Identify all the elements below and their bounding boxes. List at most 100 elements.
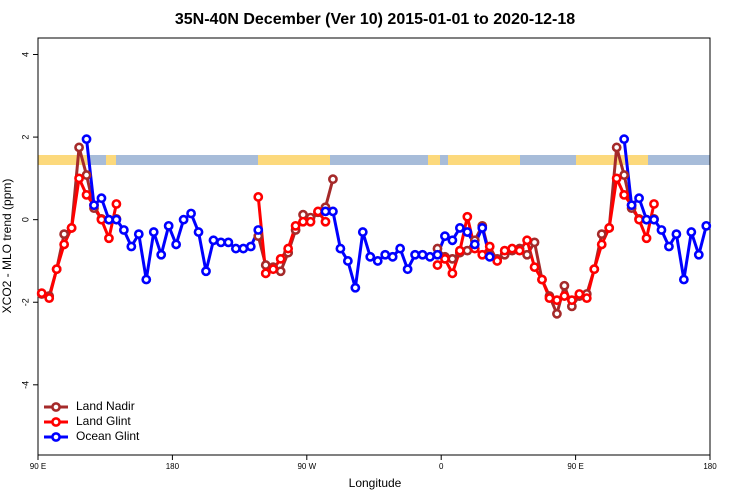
data-point — [447, 253, 458, 264]
data-point — [649, 199, 659, 209]
data-point — [365, 251, 376, 262]
data-point — [626, 200, 637, 211]
legend-marker — [51, 432, 61, 442]
data-point — [305, 216, 316, 227]
data-point — [74, 173, 84, 184]
data-point — [372, 256, 383, 266]
data-point — [89, 200, 99, 211]
data-point — [148, 227, 159, 237]
legend-marker — [51, 417, 61, 427]
data-point — [477, 223, 488, 233]
data-point — [671, 229, 682, 240]
data-point — [492, 256, 503, 266]
data-point — [634, 193, 644, 204]
data-point — [462, 227, 473, 237]
y-tick-label: -4 — [20, 381, 30, 389]
data-point — [357, 227, 368, 237]
legend-label: Land Nadir — [76, 399, 135, 413]
data-point — [74, 142, 84, 153]
data-point — [507, 243, 518, 254]
data-point — [552, 308, 562, 319]
data-point — [81, 189, 92, 200]
data-point — [469, 239, 480, 250]
data-point — [81, 134, 92, 145]
data-point — [96, 214, 107, 225]
data-point — [186, 208, 196, 219]
land-band — [576, 155, 648, 165]
data-point — [559, 291, 570, 301]
data-point — [432, 249, 443, 260]
data-point — [230, 243, 241, 254]
data-point — [544, 293, 555, 304]
data-point — [678, 274, 689, 285]
data-point — [320, 216, 331, 227]
data-point — [313, 206, 323, 217]
legend-marker — [51, 402, 61, 412]
data-point — [664, 241, 674, 252]
data-point — [402, 264, 413, 275]
y-axis-label: XCO2 - MLO trend (ppm) — [0, 179, 14, 314]
legend-label: Land Glint — [76, 414, 131, 428]
data-point — [260, 260, 271, 270]
data-point — [268, 264, 279, 275]
data-point — [462, 245, 473, 256]
ocean-band — [38, 155, 710, 165]
data-point — [514, 245, 525, 256]
data-point — [328, 174, 338, 185]
data-point — [701, 220, 712, 231]
data-point — [260, 268, 271, 279]
chart-title: 35N-40N December (Ver 10) 2015-01-01 to … — [175, 11, 575, 28]
x-tick-label: 180 — [703, 462, 717, 471]
land-band — [428, 155, 440, 165]
x-tick-label: 90 E — [30, 462, 46, 471]
land-band — [106, 155, 116, 165]
data-point — [36, 288, 47, 299]
land-band — [258, 155, 330, 165]
data-point — [104, 214, 114, 225]
y-tick-label: 2 — [20, 135, 30, 140]
x-tick-label: 90 W — [297, 462, 316, 471]
x-tick-label: 180 — [166, 462, 180, 471]
data-point — [522, 249, 532, 260]
data-point — [604, 223, 615, 233]
data-point — [96, 193, 107, 204]
land-band — [38, 155, 90, 165]
data-point — [238, 243, 249, 254]
data-point — [253, 225, 264, 235]
data-point — [566, 295, 577, 306]
data-point — [342, 256, 353, 266]
data-point — [208, 235, 219, 246]
data-point — [477, 249, 488, 260]
data-point — [693, 249, 704, 260]
data-point — [454, 245, 465, 256]
data-point — [552, 295, 562, 306]
y-tick-label: 4 — [20, 52, 30, 57]
data-point — [350, 282, 361, 293]
data-point — [81, 170, 92, 180]
data-point — [59, 239, 70, 250]
data-point — [619, 134, 630, 145]
data-point — [380, 249, 391, 260]
data-point — [596, 229, 607, 240]
data-point — [656, 225, 667, 235]
data-point — [589, 264, 600, 275]
data-point — [201, 266, 211, 277]
data-point — [141, 274, 152, 285]
data-point — [484, 241, 495, 252]
legend-label: Ocean Glint — [76, 429, 140, 443]
data-point — [178, 214, 189, 225]
data-point — [484, 251, 495, 262]
data-point — [320, 206, 331, 217]
x-tick-label: 90 E — [567, 462, 583, 471]
data-point — [163, 220, 174, 231]
data-point — [596, 239, 607, 250]
data-point — [290, 220, 301, 231]
data-point — [641, 233, 652, 244]
data-point — [216, 237, 226, 248]
plot-frame — [37, 37, 711, 456]
data-point — [425, 251, 435, 262]
data-point — [298, 216, 308, 227]
data-point — [447, 268, 458, 279]
data-point — [440, 253, 450, 264]
data-point — [156, 249, 167, 260]
